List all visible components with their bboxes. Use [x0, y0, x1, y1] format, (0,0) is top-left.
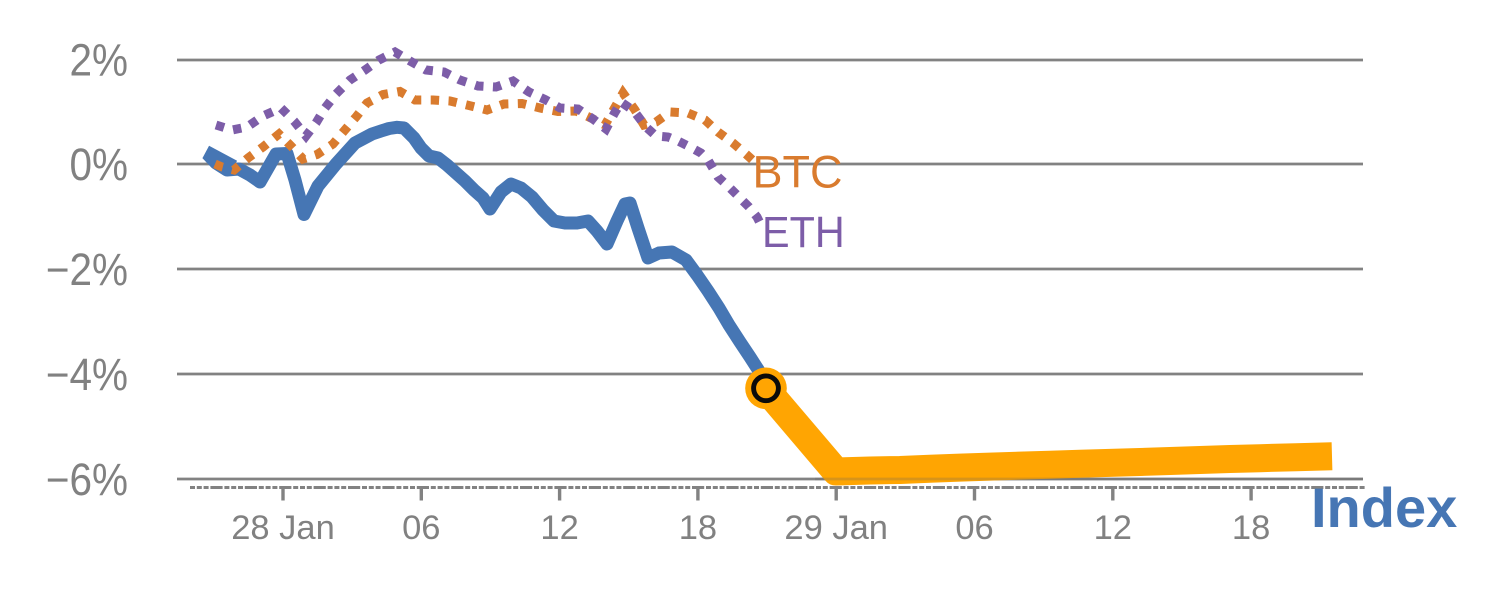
svg-text:06: 06 [402, 509, 440, 547]
svg-text:ETH: ETH [762, 208, 845, 257]
svg-text:−2%: −2% [46, 245, 128, 295]
svg-text:Index: Index [1311, 476, 1457, 539]
svg-text:12: 12 [1094, 509, 1132, 547]
svg-text:29 Jan: 29 Jan [784, 509, 888, 547]
svg-text:18: 18 [679, 509, 717, 547]
svg-text:28 Jan: 28 Jan [231, 509, 335, 547]
svg-text:18: 18 [1232, 509, 1270, 547]
svg-text:−6%: −6% [46, 455, 128, 505]
svg-text:2%: 2% [69, 36, 128, 86]
svg-text:06: 06 [955, 509, 993, 547]
svg-text:−4%: −4% [46, 350, 128, 400]
svg-text:0%: 0% [69, 140, 128, 190]
svg-text:12: 12 [540, 509, 578, 547]
svg-text:BTC: BTC [753, 147, 843, 198]
